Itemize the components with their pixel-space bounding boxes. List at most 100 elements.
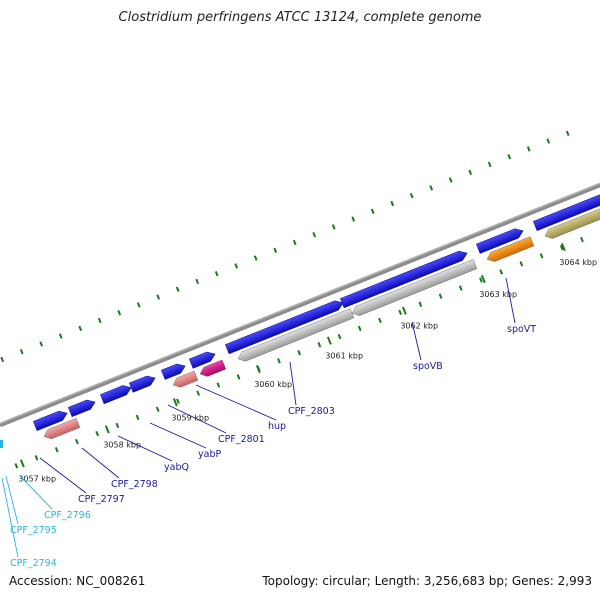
scale-tick	[378, 317, 382, 324]
leader-line	[19, 475, 53, 510]
reverse-gene-6	[486, 236, 535, 262]
reverse-gene-4	[237, 308, 355, 362]
gene-label: CPF_2803	[288, 406, 335, 417]
forward-gene-10	[533, 191, 600, 231]
outer-tick	[409, 192, 414, 199]
outer-tick	[117, 309, 122, 316]
edge-gene-fragment	[0, 440, 3, 448]
scale-tick	[559, 245, 564, 251]
outer-tick	[175, 286, 180, 292]
scale-tick	[236, 374, 241, 380]
outer-tick	[370, 208, 375, 214]
gene-label: yabQ	[164, 462, 189, 473]
scale-label: 3059 kbp	[171, 413, 209, 422]
reverse-gene-2	[172, 370, 199, 388]
outer-tick	[565, 130, 570, 136]
outer-tick	[78, 325, 83, 331]
reverse-gene-1	[43, 417, 81, 440]
outer-tick	[214, 270, 219, 277]
outer-tick	[136, 302, 141, 308]
map-title: Clostridium perfringens ATCC 13124, comp…	[118, 10, 482, 25]
leader-line	[289, 361, 297, 406]
scale-tick	[317, 341, 322, 348]
outer-tick	[429, 185, 434, 191]
scale-major-tick	[172, 398, 178, 407]
outer-tick	[448, 177, 453, 183]
forward-gene-7	[225, 300, 344, 355]
scale-tick	[14, 463, 19, 469]
scale-major-tick	[326, 336, 332, 345]
outer-tick	[19, 348, 24, 355]
forward-gene-3	[100, 385, 132, 405]
reverse-gene-3	[199, 359, 227, 377]
scale-tick	[337, 333, 342, 340]
accession-label: Accession: NC_008261	[9, 574, 146, 588]
scale-tick	[54, 447, 59, 453]
forward-gene-6	[189, 351, 216, 369]
scale-tick	[479, 277, 483, 283]
forward-gene-9	[476, 228, 524, 254]
outer-tick	[156, 294, 161, 300]
outer-tick	[195, 278, 200, 285]
outer-tick	[487, 161, 492, 168]
leader-line	[117, 435, 173, 462]
gene-label: CPF_2796	[44, 510, 91, 521]
gene-label: CPF_2797	[78, 494, 125, 505]
leader-line	[81, 447, 120, 479]
scale-major-tick	[560, 242, 566, 252]
leader-line	[5, 475, 19, 525]
scale-tick	[438, 293, 443, 299]
outer-tick	[58, 333, 63, 339]
scale-tick	[95, 430, 99, 437]
scale-major-tick	[255, 364, 261, 374]
genome-backbone-highlight	[0, 182, 600, 424]
scale-major-tick	[104, 425, 110, 434]
outer-tick	[0, 356, 5, 363]
scale-tick	[458, 285, 463, 291]
outer-tick	[273, 247, 278, 253]
gene-label: CPF_2794	[10, 558, 57, 569]
scale-tick	[277, 358, 281, 364]
outer-tick	[351, 216, 356, 222]
scale-tick	[398, 309, 402, 316]
genome-summary: Topology: circular; Length: 3,256,683 bp…	[262, 574, 592, 588]
gene-label: CPF_2798	[111, 479, 158, 490]
forward-gene-4	[129, 375, 156, 393]
forward-gene-5	[161, 363, 186, 380]
outer-tick	[253, 255, 258, 261]
gene-label: hup	[268, 421, 286, 432]
leader-line	[505, 277, 516, 324]
outer-tick	[546, 138, 551, 144]
scale-tick	[357, 325, 362, 332]
scale-tick	[297, 350, 301, 356]
leader-line	[195, 384, 277, 421]
forward-gene-1	[33, 410, 68, 431]
scale-tick	[418, 301, 423, 307]
outer-tick	[312, 231, 317, 238]
scale-major-tick	[19, 459, 25, 468]
gene-label: spoVB	[413, 361, 443, 372]
leader-line	[39, 457, 87, 494]
reverse-gene-7	[544, 203, 600, 239]
scale-label: 3057 kbp	[18, 474, 56, 483]
gene-label: yabP	[198, 449, 221, 460]
scale-major-tick	[401, 306, 407, 315]
scale-tick	[580, 236, 584, 243]
scale-tick	[135, 414, 140, 421]
forward-gene-2	[68, 399, 96, 417]
outer-tick	[507, 153, 512, 160]
scale-tick	[115, 422, 120, 429]
scale-tick	[216, 382, 221, 388]
scale-tick	[75, 438, 79, 445]
outer-tick	[331, 224, 336, 230]
scale-label: 3060 kbp	[254, 380, 292, 389]
leader-line	[149, 422, 207, 449]
outer-tick	[234, 263, 239, 269]
gene-label: spoVT	[507, 324, 536, 335]
gene-label: CPF_2801	[218, 434, 265, 445]
outer-tick	[39, 341, 44, 347]
outer-tick	[292, 239, 297, 246]
scale-tick	[34, 455, 39, 461]
scale-tick	[519, 261, 524, 267]
